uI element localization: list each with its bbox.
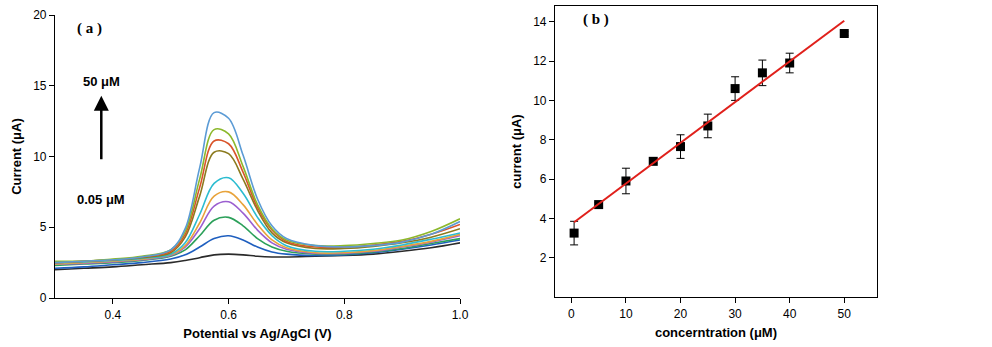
svg-text:0: 0 <box>568 307 575 321</box>
svg-text:concerntration (μM): concerntration (μM) <box>655 325 777 340</box>
svg-text:0.8: 0.8 <box>336 308 353 322</box>
svg-text:0.05 μM: 0.05 μM <box>77 192 125 207</box>
svg-text:0.4: 0.4 <box>105 308 122 322</box>
svg-text:14: 14 <box>533 15 547 29</box>
svg-text:2: 2 <box>540 251 547 265</box>
svg-text:10: 10 <box>619 307 633 321</box>
svg-text:6: 6 <box>540 172 547 186</box>
svg-text:Current (μA): Current (μA) <box>9 118 24 195</box>
svg-text:5: 5 <box>40 220 47 234</box>
svg-text:( a ): ( a ) <box>77 20 102 37</box>
svg-text:50 μM: 50 μM <box>83 74 120 89</box>
svg-text:( b ): ( b ) <box>583 11 609 28</box>
svg-text:current (μA): current (μA) <box>509 114 524 188</box>
svg-text:15: 15 <box>33 79 47 93</box>
svg-text:40: 40 <box>783 307 797 321</box>
svg-text:20: 20 <box>33 8 47 22</box>
svg-text:20: 20 <box>674 307 688 321</box>
svg-text:30: 30 <box>728 307 742 321</box>
svg-text:8: 8 <box>540 133 547 147</box>
svg-text:4: 4 <box>540 212 547 226</box>
svg-text:10: 10 <box>33 150 47 164</box>
svg-text:0: 0 <box>40 291 47 305</box>
svg-text:12: 12 <box>533 54 547 68</box>
svg-text:0.6: 0.6 <box>220 308 237 322</box>
svg-text:50: 50 <box>838 307 852 321</box>
svg-text:10: 10 <box>533 94 547 108</box>
svg-text:Potential vs Ag/AgCl (V): Potential vs Ag/AgCl (V) <box>183 326 331 341</box>
svg-text:1.0: 1.0 <box>452 308 469 322</box>
